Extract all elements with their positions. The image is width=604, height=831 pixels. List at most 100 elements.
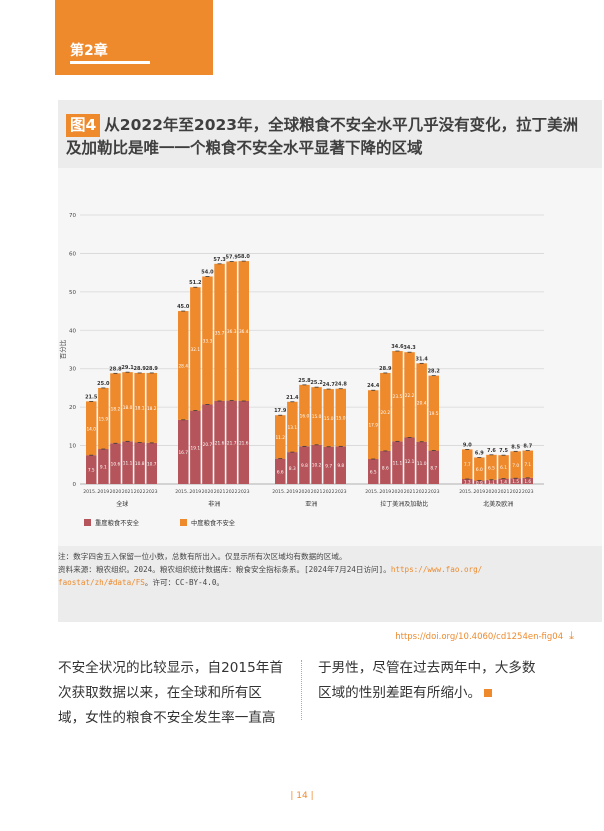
bar-severe (428, 450, 439, 484)
moderate-value-label: 18.2 (111, 406, 121, 412)
x-tick-label: 2020 (299, 489, 311, 495)
body-left-line: 不安全状况的比较显示，自2015年首 (58, 660, 283, 676)
total-value-label: 6.9 (475, 450, 484, 456)
bar-moderate (86, 401, 97, 456)
legend-moderate-label: 中度粮食不安全 (191, 518, 236, 527)
y-tick-label: 60 (69, 251, 76, 257)
bar-severe (202, 404, 213, 484)
x-tick-label: 2020 (202, 489, 214, 495)
total-value-label: 28.9 (146, 366, 159, 372)
total-value-label: 24.7 (322, 382, 335, 388)
moderate-value-label: 32.1 (191, 347, 201, 353)
x-tick-label: 2021 (311, 489, 323, 495)
notes-line1: 注：数字四舍五入保留一位小数，总数有所出入。仅显示所有次区域均有数据的区域。 (58, 552, 347, 561)
moderate-value-label: 15.0 (324, 416, 334, 422)
total-value-label: 34.6 (391, 344, 404, 350)
source-link-part2[interactable]: faostat/zh/#data/FS (58, 578, 145, 587)
y-tick-label: 40 (69, 328, 76, 334)
total-value-label: 21.5 (85, 394, 98, 400)
severe-value-label: 10.8 (135, 461, 145, 467)
x-tick-label: 2021 (122, 489, 134, 495)
moderate-value-label: 6.5 (488, 465, 495, 471)
x-tick-label: 2015... (365, 489, 381, 495)
bar-severe (462, 479, 473, 484)
severe-value-label: 11.1 (393, 461, 403, 467)
bar-severe (146, 442, 157, 484)
moderate-value-label: 33.3 (203, 338, 213, 344)
page-number: | 14 | (290, 791, 314, 801)
bar-severe (522, 477, 533, 484)
severe-value-label: 1.5 (512, 479, 519, 485)
notes-line2: 资料来源：粮农组织。2024。粮农组织统计数据库：粮食安全指标条系。[2024年… (58, 563, 588, 576)
x-tick-label: 2015... (459, 489, 475, 495)
y-axis-label: 百分比 (58, 339, 67, 359)
x-tick-label: 2020 (486, 489, 498, 495)
total-value-label: 7.6 (487, 448, 496, 454)
bar-moderate (190, 287, 201, 411)
notes-line3: faostat/zh/#data/FS。许可：CC-BY-4.0。 (58, 576, 588, 589)
severe-value-label: 8.7 (430, 465, 437, 471)
figure-label: 图4 (66, 114, 101, 137)
moderate-value-label: 15.9 (99, 416, 109, 422)
bar-moderate (368, 390, 379, 460)
bar-moderate (275, 415, 286, 459)
x-tick-label: 2023 (335, 489, 347, 495)
moderate-value-label: 35.7 (215, 330, 225, 336)
x-tick-label: 2015... (175, 489, 191, 495)
bar-severe (98, 449, 109, 484)
chapter-rule (70, 61, 150, 64)
bar-moderate (214, 263, 225, 401)
moderate-value-label: 13.1 (288, 425, 298, 431)
y-tick-label: 70 (69, 213, 76, 219)
severe-value-label: 6.6 (277, 469, 284, 475)
bar-moderate (498, 455, 509, 479)
x-tick-label: 2021 (404, 489, 416, 495)
region-label: 拉丁美洲及加勒比 (380, 500, 428, 508)
body-left-column: 不安全状况的比较显示，自2015年首 次获取数据以来，在全球和所有区 域，女性的… (58, 656, 283, 731)
moderate-value-label: 18.0 (123, 405, 133, 411)
bar-severe (122, 441, 133, 484)
body-right-line: 于男性，尽管在过去两年中，大多数 (318, 660, 536, 676)
bar-moderate (522, 450, 533, 478)
severe-value-label: 21.6 (215, 440, 225, 446)
legend-severe-label: 重度粮食不安全 (95, 518, 140, 527)
figure-panel: 图4 从2022年至2023年，全球粮食不安全水平几乎没有变化，拉丁美洲及加勒比是… (58, 100, 602, 622)
doi-text[interactable]: https://doi.org/10.4060/cd1254en-fig04 (395, 632, 564, 642)
moderate-value-label: 14.0 (86, 426, 96, 432)
bar-moderate (98, 387, 109, 450)
moderate-value-label: 7.0 (512, 463, 519, 469)
severe-value-label: 8.3 (289, 466, 296, 472)
x-tick-label: 2022 (226, 489, 238, 495)
total-value-label: 9.0 (463, 442, 472, 448)
severe-value-label: 9.1 (100, 465, 107, 471)
chapter-label: 第2章 (70, 43, 108, 59)
total-value-label: 57.3 (213, 257, 226, 263)
x-tick-label: 2019 (473, 489, 485, 495)
moderate-value-label: 20.4 (417, 401, 427, 407)
bar-moderate (392, 351, 403, 442)
bar-severe (275, 458, 286, 484)
moderate-value-label: 23.5 (393, 394, 403, 400)
doi-link[interactable]: https://doi.org/10.4060/cd1254en-fig04 ⤓ (395, 629, 574, 643)
moderate-value-label: 11.2 (275, 435, 285, 441)
region-label: 全球 (116, 500, 128, 508)
severe-value-label: 10.6 (111, 462, 121, 468)
bar-severe (287, 452, 298, 484)
total-value-label: 28.9 (379, 366, 392, 372)
figure-title-text: 从2022年至2023年，全球粮食不安全水平几乎没有变化，拉丁美洲及加勒比是唯一… (66, 116, 579, 157)
severe-value-label: 1.6 (524, 479, 531, 485)
bar-severe (311, 444, 322, 484)
figure-title: 图4 从2022年至2023年，全球粮食不安全水平几乎没有变化，拉丁美洲及加勒比是… (66, 114, 586, 160)
chart-svg: 0 10 20 30 40 50 60 70 百分比 21.5 14.0 7.5 2015... 25.0… (58, 213, 544, 527)
total-value-label: 25.8 (298, 378, 311, 384)
x-tick-label: 2022 (323, 489, 335, 495)
bar-severe (134, 442, 145, 484)
body-right-column: 于男性，尽管在过去两年中，大多数 区域的性别差距有所缩小。 (318, 656, 536, 706)
moderate-value-label: 7.1 (524, 462, 531, 468)
source-link-part1[interactable]: https://www.fao.org/ (390, 565, 483, 574)
bar-severe (299, 446, 310, 484)
moderate-value-label: 28.4 (178, 363, 188, 369)
x-tick-label: 2023 (522, 489, 534, 495)
moderate-value-label: 15.0 (336, 416, 346, 422)
download-icon[interactable]: ⤓ (569, 629, 574, 642)
